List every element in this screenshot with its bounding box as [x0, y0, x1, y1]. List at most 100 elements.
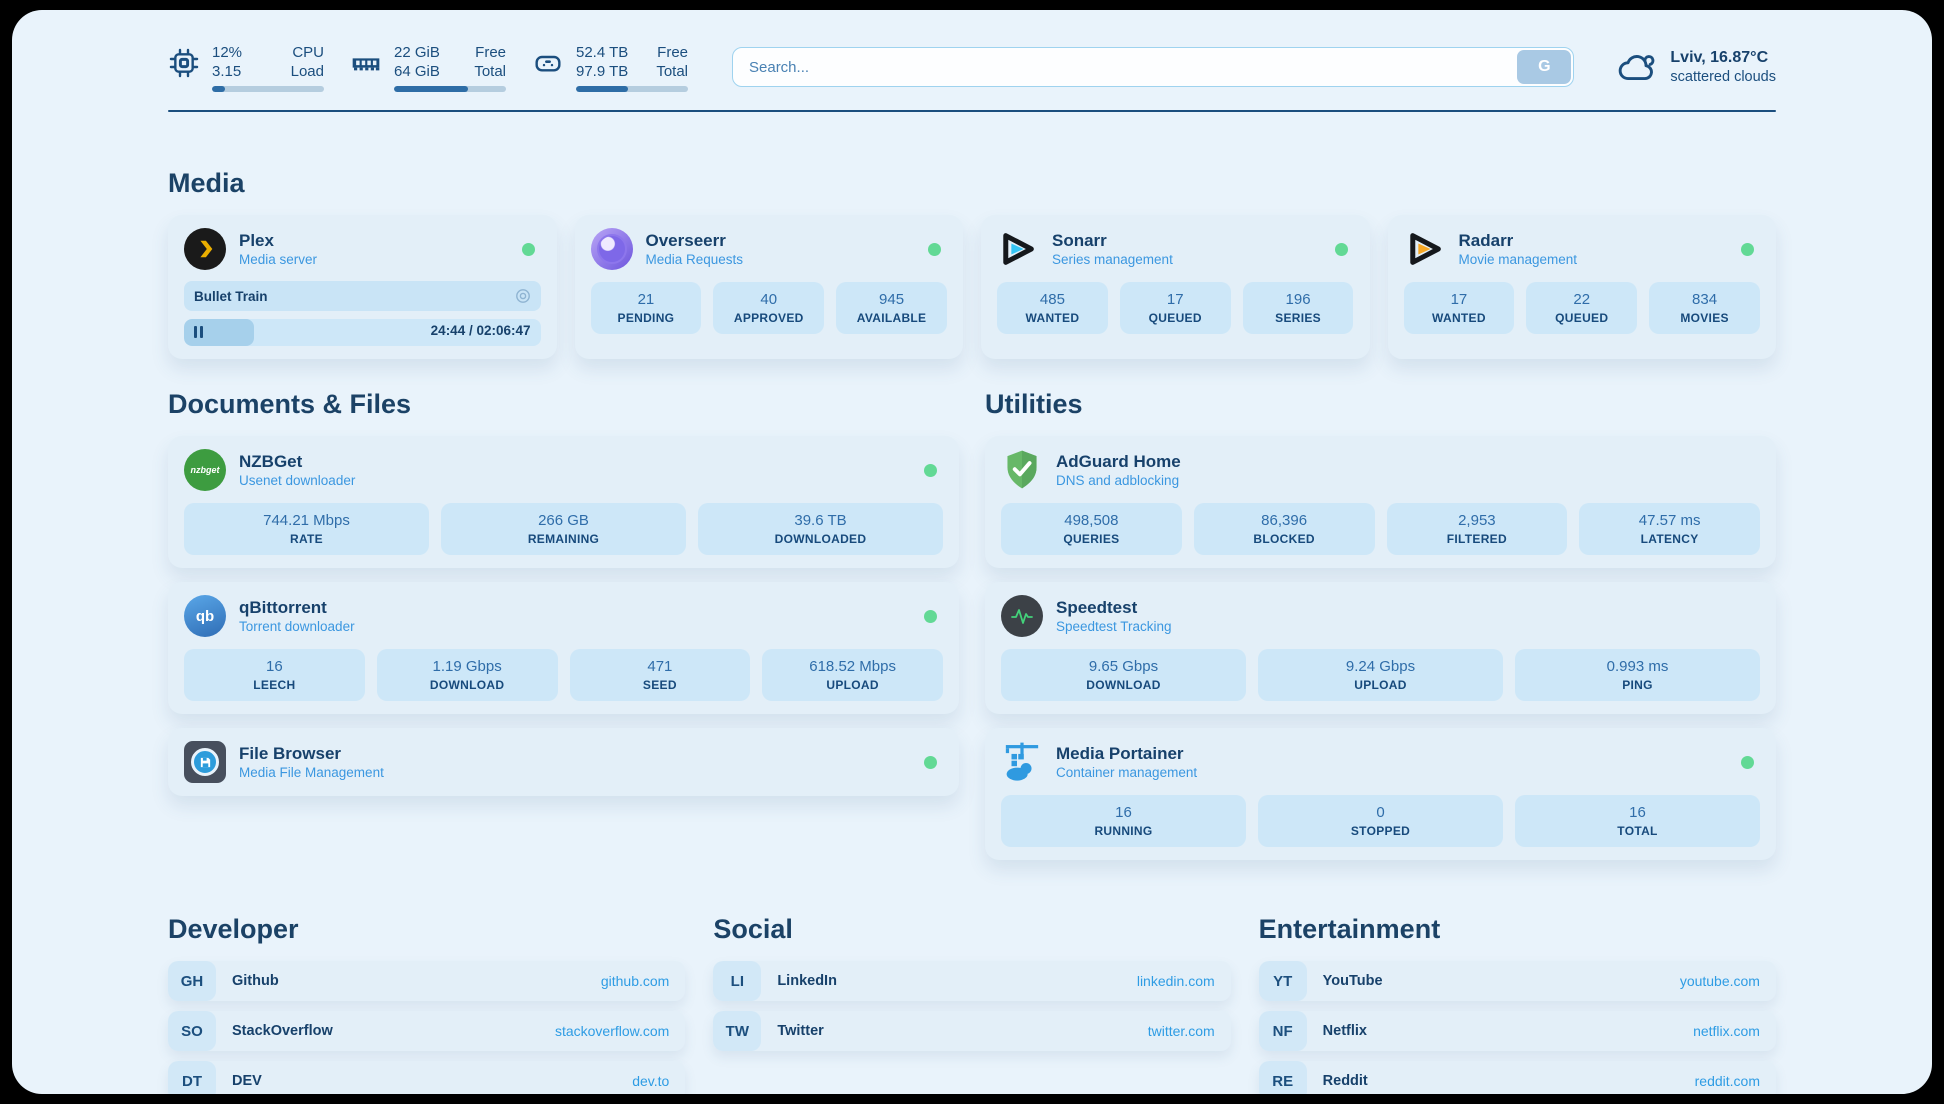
dev-abbr-icon: DT [168, 1061, 216, 1094]
youtube-abbr-icon: YT [1258, 961, 1307, 1001]
cloud-icon [1619, 55, 1655, 81]
link-youtube[interactable]: YT YouTube youtube.com [1258, 961, 1776, 1001]
stat-label: DOWNLOAD [429, 678, 505, 692]
stat-box: 485 WANTED [997, 282, 1108, 334]
ram-progress-bar [394, 85, 506, 92]
stat-value: 17 [1450, 291, 1468, 308]
stat-box: 945 AVAILABLE [836, 282, 947, 334]
service-card-overseerr[interactable]: Overseerr Media Requests 21 PENDING 40 A… [574, 215, 963, 359]
stat-value: 1.19 Gbps [432, 658, 502, 675]
weather-widget: Lviv, 16.87°C scattered clouds [1618, 48, 1776, 87]
stat-value: 17 [1166, 291, 1184, 308]
stat-box: 86,396 BLOCKED [1193, 503, 1375, 555]
session-icon [515, 289, 530, 303]
stat-value: 9.65 Gbps [1088, 658, 1159, 675]
ram-label-bottom: Total [474, 62, 506, 80]
link-url: github.com [600, 973, 670, 989]
cpu-stat: 12% 3.15 CPU Load [168, 43, 324, 92]
disk-free: 52.4 TB [576, 43, 629, 61]
ram-total: 64 GiB [394, 62, 440, 80]
stat-value: 0.993 ms [1606, 658, 1669, 675]
section-title-developer: Developer [168, 914, 299, 944]
status-online-dot [924, 609, 937, 623]
google-search-button[interactable]: G [1517, 50, 1572, 84]
plex-icon [184, 228, 226, 270]
status-online-dot [928, 242, 941, 256]
service-name: Radarr [1458, 230, 1514, 250]
link-url: stackoverflow.com [554, 1023, 670, 1039]
link-twitter[interactable]: TW Twitter twitter.com [713, 1011, 1231, 1051]
reddit-abbr-icon: RE [1258, 1061, 1307, 1094]
media-grid: Plex Media server Bullet Train 24:44 / 0… [168, 215, 1776, 359]
stat-box: 498,508 QUERIES [1001, 503, 1182, 555]
service-name: Media Portainer [1056, 743, 1184, 763]
entertainment-column: Entertainment YT YouTube youtube.com NF … [1258, 914, 1776, 1094]
service-card-adguard[interactable]: AdGuard Home DNS and adblocking 498,508 … [985, 436, 1776, 568]
service-card-sonarr[interactable]: Sonarr Series management 485 WANTED 17 Q… [981, 215, 1370, 359]
disk-label-top: Free [657, 43, 688, 61]
section-title-utilities: Utilities [985, 389, 1083, 419]
link-reddit[interactable]: RE Reddit reddit.com [1258, 1061, 1776, 1094]
portainer-icon [1001, 741, 1043, 783]
status-online-dot [1741, 242, 1754, 256]
stat-label: REMAINING [527, 532, 600, 546]
link-url: twitter.com [1147, 1023, 1215, 1039]
search-bar: G [732, 47, 1575, 87]
service-card-speedtest[interactable]: Speedtest Speedtest Tracking 9.65 Gbps D… [985, 582, 1776, 714]
link-stackoverflow[interactable]: SO StackOverflow stackoverflow.com [168, 1011, 686, 1051]
service-subtitle: Usenet downloader [239, 472, 356, 488]
link-linkedin[interactable]: LI LinkedIn linkedin.com [713, 961, 1231, 1001]
link-dev[interactable]: DT DEV dev.to [168, 1061, 686, 1094]
service-card-radarr[interactable]: Radarr Movie management 17 WANTED 22 QUE… [1387, 215, 1776, 359]
stat-label: LEECH [253, 678, 296, 692]
service-card-plex[interactable]: Plex Media server Bullet Train 24:44 / 0… [168, 215, 557, 359]
playback-time: 24:44 / 02:06:47 [430, 323, 531, 338]
stat-label: RUNNING [1094, 824, 1153, 838]
service-card-filebrowser[interactable]: File Browser Media File Management [168, 728, 959, 796]
link-url: reddit.com [1694, 1073, 1760, 1089]
service-card-qbittorrent[interactable]: qb qBittorrent Torrent downloader 16 LEE… [168, 582, 959, 714]
service-card-portainer[interactable]: Media Portainer Container management 16 … [985, 728, 1776, 860]
service-subtitle: Series management [1052, 251, 1173, 267]
cpu-progress-bar [212, 85, 324, 92]
link-netflix[interactable]: NF Netflix netflix.com [1258, 1011, 1776, 1051]
filebrowser-icon [184, 741, 226, 783]
status-online-dot [521, 242, 535, 256]
stat-label: SEED [642, 678, 677, 692]
stat-label: SERIES [1275, 311, 1321, 325]
link-name: StackOverflow [232, 1023, 333, 1039]
stat-label: PENDING [617, 311, 675, 325]
section-title-social: Social [713, 914, 793, 944]
disk-icon [535, 55, 561, 72]
stat-label: UPLOAD [826, 678, 879, 692]
stat-value: 744.21 Mbps [263, 512, 350, 529]
stat-label: DOWNLOAD [1086, 678, 1161, 692]
developer-column: Developer GH Github github.com SO StackO… [168, 914, 686, 1094]
section-title-entertainment: Entertainment [1258, 914, 1441, 944]
link-name: Netflix [1322, 1023, 1367, 1039]
radarr-icon [1404, 228, 1446, 270]
stat-value: 945 [879, 291, 905, 308]
netflix-abbr-icon: NF [1258, 1011, 1307, 1051]
service-subtitle: Media File Management [239, 764, 384, 780]
stat-label: UPLOAD [1354, 678, 1407, 692]
cpu-icon [169, 48, 199, 77]
link-name: Github [232, 973, 279, 989]
playback-progress-bar[interactable]: 24:44 / 02:06:47 [184, 319, 541, 346]
github-abbr-icon: GH [168, 961, 216, 1001]
cpu-label-top: CPU [292, 43, 324, 61]
service-name: Speedtest [1056, 597, 1138, 617]
stat-box: 16 TOTAL [1515, 795, 1760, 847]
search-input[interactable] [732, 47, 1575, 87]
service-card-nzbget[interactable]: nzbget NZBGet Usenet downloader 744.21 M… [168, 436, 959, 568]
stat-value: 266 GB [538, 512, 589, 529]
service-name: Sonarr [1052, 230, 1107, 250]
stat-value: 0 [1376, 804, 1385, 821]
link-name: Twitter [777, 1023, 824, 1039]
service-name: AdGuard Home [1056, 451, 1181, 471]
link-github[interactable]: GH Github github.com [168, 961, 686, 1001]
stat-value: 16 [266, 658, 283, 675]
header-divider [168, 110, 1776, 112]
stat-box: 9.24 Gbps UPLOAD [1258, 649, 1503, 701]
service-subtitle: Speedtest Tracking [1056, 618, 1172, 634]
